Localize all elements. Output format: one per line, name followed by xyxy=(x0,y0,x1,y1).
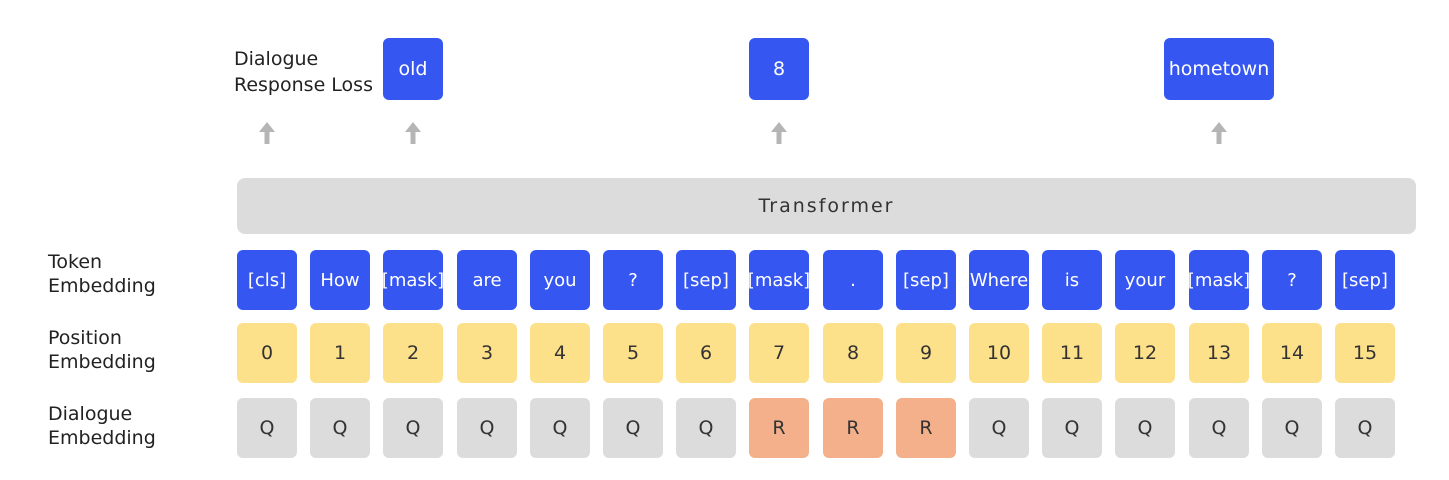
token-box: [sep] xyxy=(676,250,736,310)
token-box: is xyxy=(1042,250,1102,310)
position-box: 11 xyxy=(1042,323,1102,383)
response-segment-box: R xyxy=(749,398,809,458)
transformer-block: Transformer xyxy=(237,178,1416,234)
query-segment-box: Q xyxy=(457,398,517,458)
up-arrow-icon xyxy=(771,122,787,144)
token-box: Where xyxy=(969,250,1029,310)
dialogue-response-loss-label: Dialogue Response Loss xyxy=(234,46,373,98)
dialogue-embedding-label-line-1: Dialogue xyxy=(48,403,133,425)
position-box: 3 xyxy=(457,323,517,383)
up-arrow-icon xyxy=(259,122,275,144)
token-box: [cls] xyxy=(237,250,297,310)
position-embedding-label-line-1: Position xyxy=(48,327,122,349)
query-segment-box: Q xyxy=(237,398,297,458)
position-box: 6 xyxy=(676,323,736,383)
token-box: [mask] xyxy=(1189,250,1249,310)
token-embedding-label-line-2: Embedding xyxy=(48,275,156,297)
output-token-box: old xyxy=(383,38,443,100)
query-segment-box: Q xyxy=(1189,398,1249,458)
token-box: . xyxy=(823,250,883,310)
token-box: [sep] xyxy=(1335,250,1395,310)
token-box: [mask] xyxy=(383,250,443,310)
position-box: 9 xyxy=(896,323,956,383)
position-box: 2 xyxy=(383,323,443,383)
position-box: 5 xyxy=(603,323,663,383)
up-arrow-icon xyxy=(405,122,421,144)
output-token-box: hometown xyxy=(1164,38,1274,100)
dialogue-embedding-label: Dialogue Embedding xyxy=(48,402,156,450)
token-box: [mask] xyxy=(749,250,809,310)
position-box: 12 xyxy=(1115,323,1175,383)
query-segment-box: Q xyxy=(1335,398,1395,458)
token-box: [sep] xyxy=(896,250,956,310)
query-segment-box: Q xyxy=(1115,398,1175,458)
token-box: ? xyxy=(603,250,663,310)
position-box: 10 xyxy=(969,323,1029,383)
query-segment-box: Q xyxy=(530,398,590,458)
position-box: 15 xyxy=(1335,323,1395,383)
token-box: are xyxy=(457,250,517,310)
response-segment-box: R xyxy=(823,398,883,458)
token-box: How xyxy=(310,250,370,310)
position-box: 8 xyxy=(823,323,883,383)
token-box: ? xyxy=(1262,250,1322,310)
query-segment-box: Q xyxy=(969,398,1029,458)
dialogue-embedding-label-line-2: Embedding xyxy=(48,427,156,449)
query-segment-box: Q xyxy=(383,398,443,458)
position-embedding-label-line-2: Embedding xyxy=(48,351,156,373)
token-box: you xyxy=(530,250,590,310)
query-segment-box: Q xyxy=(310,398,370,458)
position-box: 7 xyxy=(749,323,809,383)
up-arrow-icon xyxy=(1211,122,1227,144)
token-embedding-label: Token Embedding xyxy=(48,250,156,298)
position-box: 13 xyxy=(1189,323,1249,383)
token-embedding-label-line-1: Token xyxy=(48,251,103,273)
position-embedding-label: Position Embedding xyxy=(48,326,156,374)
loss-label-line-2: Response Loss xyxy=(234,74,373,96)
output-token-box: 8 xyxy=(749,38,809,100)
query-segment-box: Q xyxy=(1042,398,1102,458)
position-box: 1 xyxy=(310,323,370,383)
query-segment-box: Q xyxy=(1262,398,1322,458)
response-segment-box: R xyxy=(896,398,956,458)
position-box: 4 xyxy=(530,323,590,383)
position-box: 0 xyxy=(237,323,297,383)
loss-label-line-1: Dialogue xyxy=(234,48,319,70)
token-box: your xyxy=(1115,250,1175,310)
query-segment-box: Q xyxy=(603,398,663,458)
position-box: 14 xyxy=(1262,323,1322,383)
query-segment-box: Q xyxy=(676,398,736,458)
